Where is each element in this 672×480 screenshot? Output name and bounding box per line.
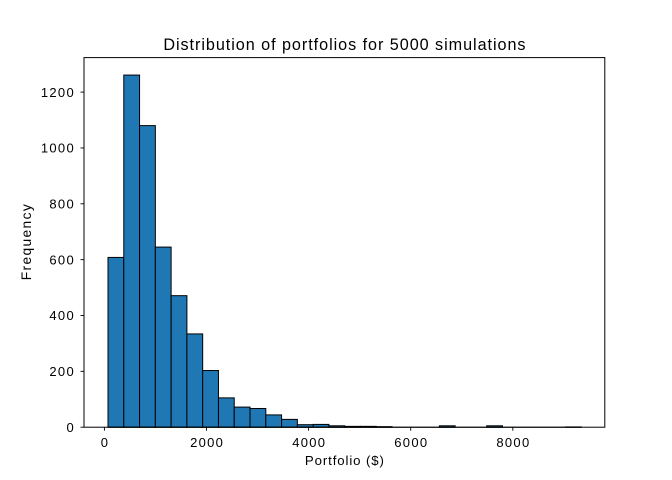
svg-text:400: 400 (49, 308, 75, 323)
svg-text:200: 200 (49, 364, 75, 379)
svg-text:4000: 4000 (292, 435, 326, 450)
svg-text:0: 0 (101, 435, 110, 450)
svg-text:Distribution of portfolios for: Distribution of portfolios for 5000 simu… (163, 36, 526, 54)
svg-text:2000: 2000 (190, 435, 224, 450)
svg-text:0: 0 (66, 420, 75, 435)
svg-text:Portfolio ($): Portfolio ($) (305, 453, 385, 468)
svg-text:800: 800 (49, 197, 75, 212)
svg-text:1200: 1200 (41, 85, 75, 100)
svg-text:6000: 6000 (394, 435, 428, 450)
svg-text:8000: 8000 (496, 435, 530, 450)
svg-text:1000: 1000 (41, 141, 75, 156)
svg-text:Frequency: Frequency (19, 203, 34, 280)
svg-text:600: 600 (49, 252, 75, 267)
